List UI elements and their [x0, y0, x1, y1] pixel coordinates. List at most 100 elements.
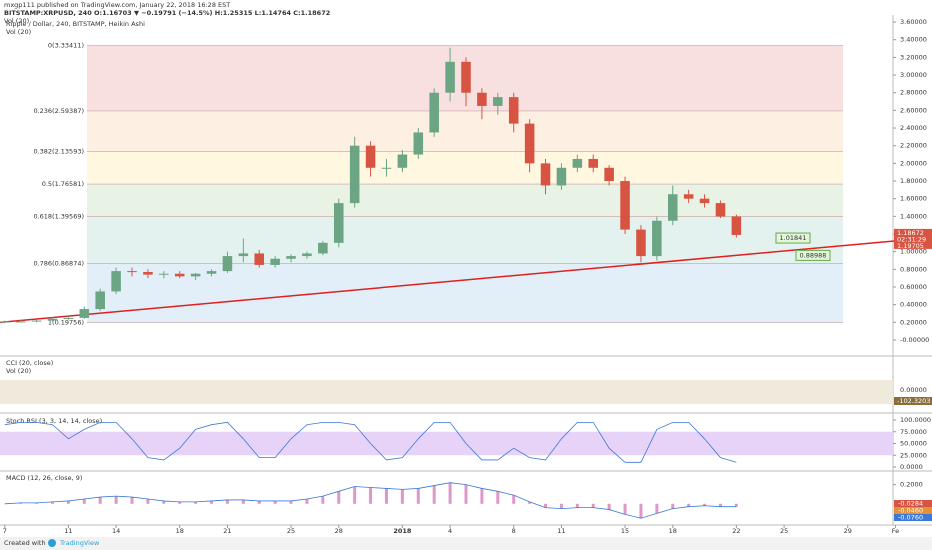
fib-band	[87, 216, 843, 264]
candle-body	[206, 271, 217, 274]
candle-body	[0, 321, 10, 323]
macd-bar	[512, 495, 516, 504]
candle-body	[445, 61, 455, 93]
candle-body	[636, 229, 646, 257]
candle-body	[127, 271, 137, 273]
x-tick-label: 14	[112, 527, 120, 535]
y-tick-label: 0.80000	[900, 265, 927, 273]
y-tick-label: 3.60000	[900, 18, 927, 26]
y-tick-label: 3.20000	[900, 53, 927, 61]
candle-body	[397, 154, 408, 168]
stoch-tick-label: 0.0000	[900, 463, 923, 471]
macd-bar	[703, 503, 707, 506]
y-tick-label: 1.40000	[900, 212, 927, 220]
macd-bar	[257, 500, 261, 504]
macd-bar	[400, 489, 404, 504]
x-tick-label: 28	[335, 527, 343, 535]
stoch-band	[0, 431, 893, 456]
candle-body	[461, 61, 471, 93]
y-tick-label: 0.60000	[900, 283, 927, 291]
x-tick-label: 25	[287, 527, 295, 535]
symbol: BITSTAMP:XRPUSD, 240 O:1.16703 ▼ −0.1979…	[4, 9, 330, 17]
macd-bar	[321, 496, 325, 504]
x-tick-label: Fe	[892, 527, 899, 535]
candle-body	[477, 92, 487, 106]
macd-bar	[146, 499, 150, 504]
y-tick-label: 0.20000	[900, 318, 927, 326]
macd-bar	[544, 503, 548, 508]
stoch-title: Stoch RSI (3, 3, 14, 14, close)	[6, 417, 102, 425]
price-tag: 1.19705	[897, 242, 924, 250]
candle-body	[715, 203, 726, 217]
cci-vol: Vol (20)	[6, 367, 31, 375]
y-tick-label: 2.40000	[900, 124, 927, 132]
y-tick-label: 0.40000	[900, 301, 927, 309]
logo	[48, 539, 56, 547]
fib-band	[87, 184, 843, 217]
candle-body	[524, 123, 535, 164]
macd-bar	[210, 500, 214, 504]
macd-bar	[369, 487, 373, 504]
y-tick-label: 3.40000	[900, 36, 927, 44]
macd-bar	[289, 500, 293, 504]
x-tick-label: 25	[780, 527, 788, 535]
x-tick-label: 7	[3, 527, 7, 535]
trendline	[0, 236, 932, 324]
macd-bar	[194, 501, 198, 504]
x-tick-label: 11	[557, 527, 565, 535]
macd-tag-box	[894, 514, 932, 521]
stoch-tick-label: 75.0000	[900, 428, 927, 436]
candle-body	[15, 321, 26, 323]
candle-body	[556, 167, 567, 186]
macd-bar	[35, 502, 39, 504]
y-tick-label: 2.20000	[900, 142, 927, 150]
macd-bar	[162, 500, 166, 504]
legend-title: Ripple / Dollar, 240, BITSTAMP, Heikin A…	[6, 20, 145, 28]
macd-bar	[528, 501, 532, 504]
fib-label: 0(3.33411)	[48, 42, 84, 50]
cci-title: CCI (20, close)	[6, 359, 53, 367]
x-tick-label: 15	[621, 527, 629, 535]
footer-created: Created with	[4, 539, 46, 547]
candle-body	[238, 253, 249, 257]
candle-body	[349, 145, 360, 204]
macd-bar	[591, 503, 595, 508]
fib-label: 0.786(0.86874)	[33, 259, 84, 267]
candle-body	[588, 158, 599, 168]
macd-line	[4, 482, 737, 519]
macd-bar	[353, 486, 357, 504]
macd-bar	[337, 491, 341, 504]
legend-vol: Vol (20)	[6, 28, 31, 36]
cci-tag: -102.3203	[897, 397, 930, 405]
y-tick-label: 1.60000	[900, 195, 927, 203]
candle-body	[667, 194, 678, 221]
indicator: Vol (20)	[4, 17, 29, 25]
stoch-line	[4, 421, 737, 463]
macd-bar	[607, 503, 611, 510]
candle-body	[620, 181, 630, 230]
candle-body	[254, 253, 265, 265]
macd-tag: -0.0284	[898, 500, 923, 508]
price-tag: 1.18672	[897, 229, 924, 237]
x-tick-label: 21	[223, 527, 231, 535]
macd-bar	[734, 503, 738, 507]
footer-brand: TradingView	[59, 539, 100, 547]
macd-bar	[655, 503, 659, 514]
macd-bar	[114, 496, 118, 504]
candle-body	[540, 163, 551, 186]
fib-band	[87, 151, 843, 185]
y-tick-label: 1.00000	[900, 248, 927, 256]
macd-bar	[66, 500, 70, 504]
candle-body	[143, 271, 153, 275]
stoch-tick-label: 50.0000	[900, 440, 927, 448]
macd-bar	[559, 503, 563, 509]
x-tick-label: 2018	[393, 527, 412, 535]
callout-box	[775, 232, 811, 244]
macd-tag: -0.0460	[898, 507, 923, 515]
candle-body	[270, 258, 280, 265]
candle-body	[222, 256, 233, 272]
candle-body	[572, 158, 583, 168]
fib-label: 0.5(1.76581)	[42, 180, 84, 188]
candle-body	[508, 97, 519, 124]
